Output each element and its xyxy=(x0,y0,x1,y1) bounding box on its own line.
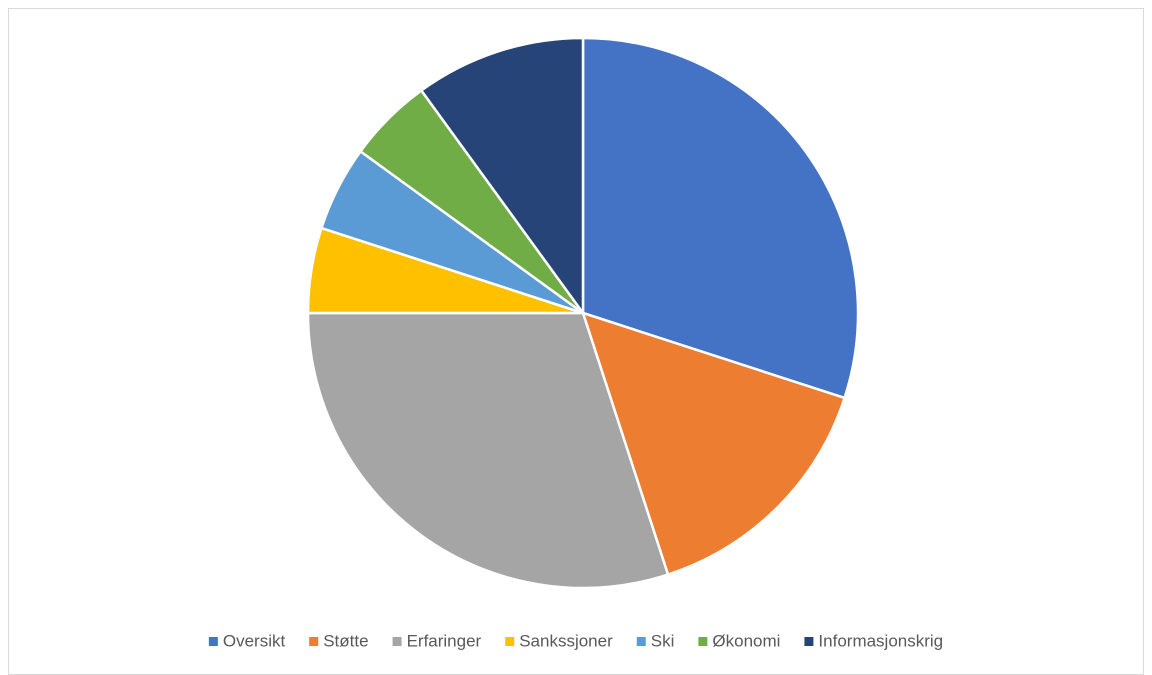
legend-label: Støtte xyxy=(323,631,368,650)
legend-label: Ski xyxy=(651,631,675,650)
legend-swatch xyxy=(804,637,814,646)
pie-slice xyxy=(581,311,847,577)
legend-label: Erfaringer xyxy=(407,631,482,650)
legend-swatch xyxy=(698,637,708,646)
legend-label: Informasjonskrig xyxy=(818,631,943,650)
legend-label: Økonomi xyxy=(712,631,780,650)
pie-slice xyxy=(306,311,670,590)
legend: Oversikt Støtte Erfaringer Sankssjoner Ski Øk… xyxy=(208,631,943,650)
pie-slice xyxy=(581,36,860,400)
legend-label: Oversikt xyxy=(223,631,286,650)
legend-swatch xyxy=(309,637,319,646)
legend-swatch xyxy=(636,637,646,646)
legend-swatch xyxy=(208,637,218,646)
legend-label: Sankssjoner xyxy=(519,631,613,650)
legend-swatch xyxy=(505,637,515,646)
pie-slice xyxy=(419,36,585,317)
legend-swatch xyxy=(392,637,402,646)
